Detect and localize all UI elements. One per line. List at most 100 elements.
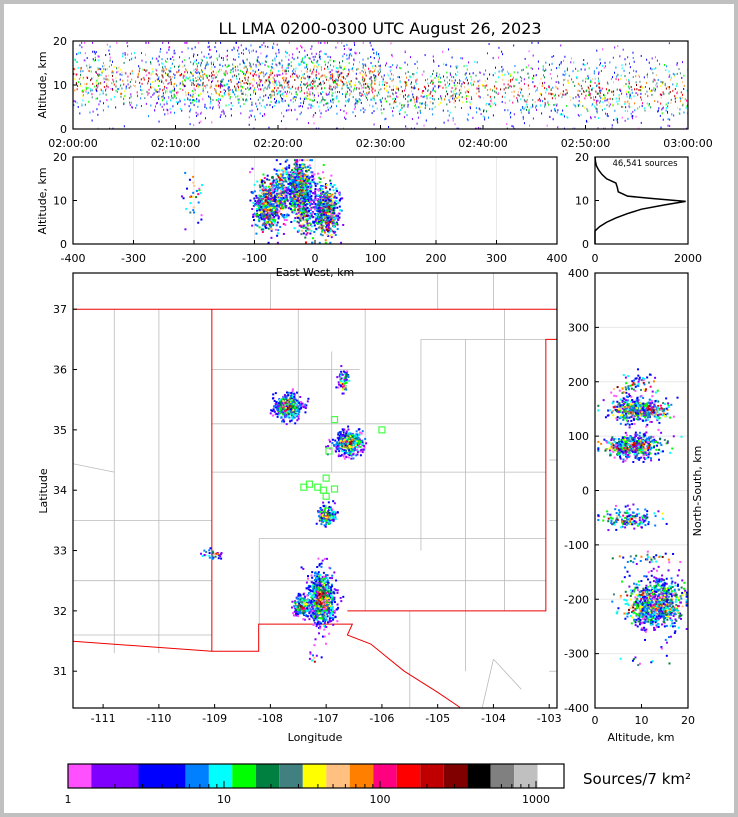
- source-point: [384, 97, 386, 100]
- source-point: [96, 68, 98, 71]
- source-point: [80, 67, 82, 70]
- source-point: [291, 65, 293, 68]
- source-point: [287, 171, 290, 174]
- source-point: [327, 234, 330, 237]
- source-point: [222, 96, 224, 99]
- source-point: [564, 93, 566, 96]
- source-point: [432, 81, 434, 84]
- source-point: [179, 100, 181, 103]
- source-point: [97, 127, 99, 129]
- source-point: [150, 62, 152, 65]
- source-point: [258, 78, 260, 81]
- source-point: [344, 116, 346, 119]
- source-point: [595, 107, 597, 110]
- source-point: [198, 94, 200, 97]
- source-point: [295, 167, 298, 170]
- source-point: [582, 105, 584, 108]
- source-point: [507, 79, 509, 82]
- source-point: [233, 46, 235, 49]
- source-point: [654, 88, 656, 91]
- source-point: [630, 112, 632, 115]
- source-point: [605, 88, 607, 91]
- source-point: [646, 73, 648, 76]
- source-point: [330, 211, 333, 214]
- source-point: [671, 113, 673, 116]
- source-point: [91, 93, 93, 96]
- source-point: [254, 200, 257, 203]
- source-point: [228, 64, 230, 67]
- source-point: [411, 118, 413, 121]
- source-point: [327, 221, 330, 224]
- source-point: [553, 103, 555, 106]
- source-point: [328, 195, 331, 198]
- source-point: [255, 214, 258, 217]
- source-point: [251, 167, 254, 170]
- source-point: [94, 85, 96, 88]
- source-point: [363, 77, 365, 80]
- source-point: [368, 70, 370, 73]
- source-point: [609, 97, 611, 100]
- source-point: [315, 77, 317, 80]
- source-point: [111, 60, 113, 63]
- source-point: [318, 208, 321, 211]
- source-point: [259, 84, 261, 87]
- source-point: [299, 180, 302, 183]
- source-point: [633, 95, 635, 98]
- source-point: [293, 163, 296, 166]
- source-point: [343, 45, 345, 48]
- source-point: [582, 79, 584, 82]
- source-point: [506, 127, 508, 129]
- source-point: [502, 78, 504, 81]
- source-point: [662, 91, 664, 94]
- source-point: [421, 91, 423, 94]
- source-point: [124, 53, 126, 56]
- source-point: [245, 66, 247, 69]
- source-point: [248, 123, 250, 126]
- source-point: [267, 65, 269, 68]
- source-point: [527, 84, 529, 87]
- source-point: [264, 202, 267, 205]
- source-point: [189, 110, 191, 113]
- source-point: [359, 99, 361, 102]
- source-point: [464, 91, 466, 94]
- source-point: [406, 83, 408, 86]
- source-point: [229, 79, 231, 82]
- source-point: [116, 71, 118, 74]
- source-point: [575, 67, 577, 70]
- source-point: [656, 82, 658, 85]
- source-point: [281, 59, 283, 62]
- source-point: [339, 197, 342, 200]
- source-point: [205, 63, 207, 66]
- source-point: [513, 71, 515, 74]
- source-point: [461, 83, 463, 86]
- source-point: [425, 79, 427, 82]
- source-point: [523, 122, 525, 125]
- source-point: [553, 94, 555, 97]
- source-point: [105, 87, 107, 90]
- source-point: [252, 74, 254, 77]
- source-point: [527, 72, 529, 75]
- source-point: [259, 63, 261, 66]
- source-point: [162, 68, 164, 71]
- source-point: [261, 224, 264, 227]
- source-point: [372, 71, 374, 74]
- source-point: [330, 233, 333, 236]
- source-point: [426, 104, 428, 107]
- source-point: [97, 59, 99, 62]
- source-point: [211, 121, 213, 124]
- source-point: [156, 78, 158, 81]
- source-point: [362, 94, 364, 97]
- source-point: [353, 63, 355, 66]
- source-point: [447, 119, 449, 122]
- source-point: [210, 83, 212, 86]
- source-point: [150, 86, 152, 89]
- source-point: [258, 63, 260, 66]
- source-point: [343, 110, 345, 113]
- source-point: [259, 72, 261, 75]
- source-point: [316, 65, 318, 68]
- source-point: [452, 97, 454, 100]
- source-point: [584, 97, 586, 100]
- source-point: [365, 64, 367, 67]
- source-point: [585, 90, 587, 93]
- source-point: [482, 115, 484, 118]
